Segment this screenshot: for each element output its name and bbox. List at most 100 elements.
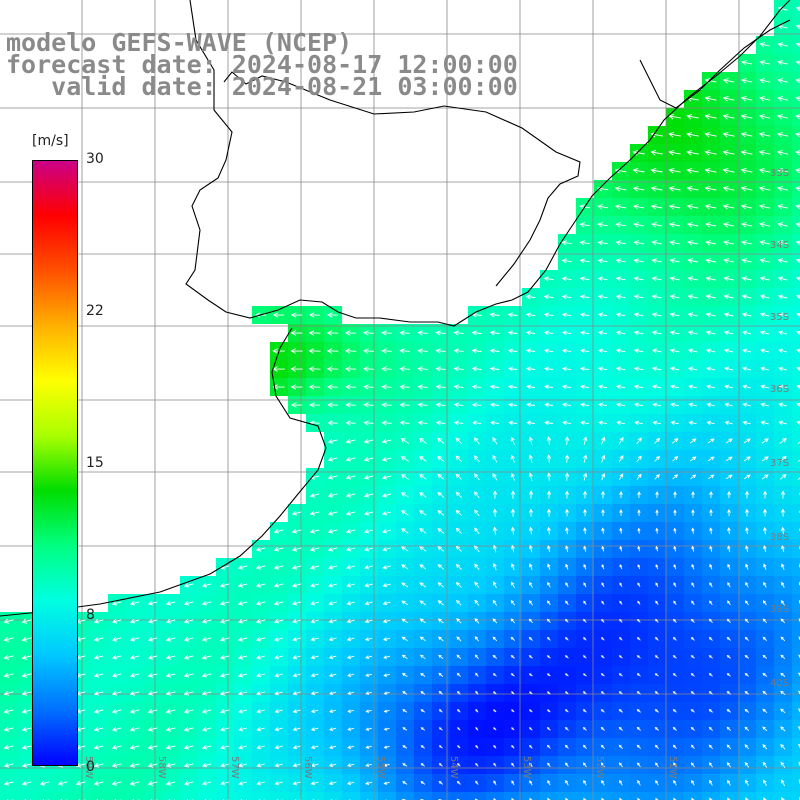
wind-arrow [493, 744, 497, 749]
wind-speed-cell [216, 792, 234, 800]
wind-arrow [255, 546, 266, 552]
wind-arrow [256, 690, 266, 696]
wind-arrow [529, 762, 533, 767]
wind-arrow [310, 781, 319, 786]
wind-arrow [437, 636, 444, 642]
wind-arrow [601, 436, 606, 445]
wind-arrow [723, 348, 734, 354]
wind-arrow [709, 509, 713, 517]
wind-speed-cell [792, 756, 800, 774]
wind-arrow [437, 510, 445, 516]
wind-arrow [365, 763, 372, 767]
wind-arrow [705, 258, 716, 264]
wind-arrow [455, 455, 463, 463]
wind-arrow [741, 276, 752, 282]
wind-arrow [237, 582, 248, 588]
wind-arrow [220, 744, 230, 750]
wind-arrow [438, 709, 443, 713]
wind-speed-cell [792, 180, 800, 198]
wind-arrow [3, 744, 14, 750]
wind-arrow [706, 366, 716, 372]
wind-arrow [475, 690, 479, 695]
coastline-segment [0, 327, 327, 617]
wind-speed-cell [792, 720, 800, 738]
wind-arrow [525, 348, 536, 354]
wind-arrow [528, 709, 533, 713]
wind-arrow [795, 204, 800, 210]
wind-arrow [492, 526, 498, 535]
wind-arrow [237, 654, 248, 660]
wind-arrow [562, 366, 572, 372]
wind-arrow [453, 366, 464, 372]
wind-arrow [709, 545, 713, 552]
wind-arrow [165, 744, 176, 750]
wind-arrow [565, 545, 569, 552]
wind-arrow [601, 509, 605, 517]
wind-arrow [691, 527, 695, 534]
wind-arrow [633, 312, 644, 318]
wind-arrow [547, 762, 551, 768]
wind-arrow [201, 780, 212, 786]
wind-arrow [690, 744, 695, 749]
wind-arrow [489, 384, 500, 390]
wind-arrow [762, 672, 768, 677]
wind-arrow [762, 708, 768, 714]
wind-arrow [129, 744, 140, 750]
wind-arrow [616, 420, 625, 426]
wind-arrow [417, 348, 428, 354]
wind-arrow [3, 762, 14, 768]
wind-arrow [147, 618, 158, 624]
wind-arrow [420, 691, 426, 695]
wind-arrow [546, 508, 551, 517]
wind-arrow [740, 113, 753, 120]
wind-arrow [651, 366, 662, 372]
wind-arrow [510, 563, 515, 571]
wind-arrow [708, 762, 713, 768]
wind-arrow [492, 618, 498, 624]
wind-speed-cell [792, 558, 800, 576]
wind-arrow [722, 167, 735, 174]
wind-arrow [525, 312, 536, 318]
wind-arrow [740, 131, 753, 138]
wind-arrow [546, 691, 551, 695]
wind-arrow [637, 491, 641, 499]
wind-arrow [744, 761, 750, 768]
wind-arrow [691, 509, 695, 516]
wind-arrow [654, 744, 659, 749]
wind-arrow [165, 690, 176, 696]
wind-arrow [691, 600, 695, 606]
wind-arrow [528, 490, 534, 499]
wind-arrow [165, 654, 176, 660]
wind-arrow [707, 456, 715, 462]
wind-arrow [308, 384, 321, 390]
wind-speed-cell [756, 792, 774, 800]
wind-arrow [777, 294, 788, 300]
wind-arrow [382, 601, 391, 606]
wind-arrow [399, 384, 410, 390]
wind-arrow [743, 456, 751, 462]
wind-arrow [651, 240, 662, 246]
wind-arrow [632, 167, 645, 174]
wind-speed-cell [792, 360, 800, 378]
wind-arrow [39, 780, 50, 786]
wind-arrow [347, 709, 355, 713]
wind-arrow [651, 222, 663, 228]
wind-arrow [722, 185, 735, 192]
wind-arrow [147, 690, 158, 696]
wind-arrow [93, 636, 104, 642]
wind-arrow [780, 672, 786, 677]
wind-speed-cell [792, 504, 800, 522]
wind-arrow [475, 780, 479, 785]
wind-arrow [345, 528, 356, 534]
wind-arrow [346, 655, 355, 660]
wind-arrow [740, 78, 753, 84]
wind-arrow [401, 582, 409, 588]
wind-arrow [419, 528, 427, 534]
wind-arrow [475, 744, 479, 749]
wind-arrow [705, 312, 716, 318]
wind-arrow [673, 491, 677, 498]
wind-arrow [453, 420, 464, 426]
wind-arrow [455, 491, 463, 499]
wind-arrow [795, 132, 800, 138]
wind-arrow [111, 690, 122, 696]
